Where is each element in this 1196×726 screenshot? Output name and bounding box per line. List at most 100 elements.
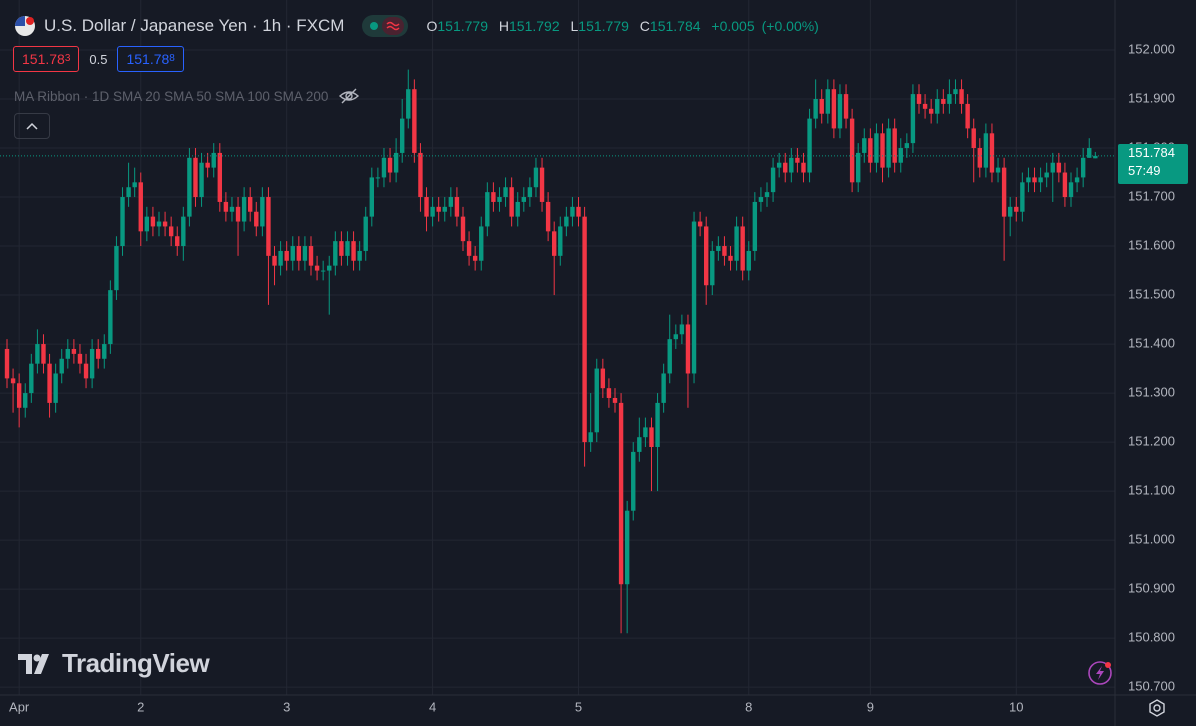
x-tick-label: 3	[283, 699, 290, 714]
candle-body	[606, 388, 612, 398]
candle-body	[412, 89, 417, 153]
logo-text: TradingView	[62, 648, 210, 678]
candle-body	[102, 344, 107, 359]
x-tick-label: 2	[137, 699, 144, 714]
candle-body	[673, 334, 678, 340]
ohlc-value: 151.792	[509, 18, 560, 34]
candle-body	[910, 94, 916, 144]
candle-body	[533, 167, 539, 188]
candle-body	[1044, 172, 1049, 178]
candle-body	[874, 133, 879, 163]
hide-icon[interactable]	[338, 87, 360, 105]
candle-body	[862, 138, 867, 153]
candle-body	[624, 510, 630, 585]
candle-body	[71, 348, 77, 354]
y-tick-label: 150.800	[1128, 630, 1175, 645]
candle-body	[16, 383, 22, 408]
candle-body	[558, 226, 563, 256]
candle-body	[685, 324, 691, 374]
x-tick-label: Apr	[9, 699, 30, 714]
candle-body	[35, 344, 40, 364]
ohlc-label: L	[570, 18, 579, 34]
buy-price: 151.78	[126, 51, 170, 67]
indicator-name[interactable]: MA Ribbon · 1D SMA 20 SMA 50 SMA 100 SMA…	[14, 88, 329, 104]
candle-body	[254, 211, 259, 227]
candle-body	[1080, 157, 1086, 178]
candle-body	[47, 363, 52, 403]
candle-body	[1001, 167, 1007, 217]
candle-body	[290, 246, 295, 261]
candle-body	[10, 378, 16, 384]
candle-body	[77, 353, 83, 364]
candle-body	[168, 226, 174, 237]
candle-body	[491, 192, 496, 202]
candle-body	[612, 397, 618, 403]
candle-body	[989, 133, 995, 173]
candle-body	[667, 339, 672, 374]
candle-body	[223, 201, 229, 212]
x-tick-label: 8	[745, 699, 752, 714]
candle-body	[904, 143, 910, 149]
ohlc-value: 151.784	[649, 18, 701, 34]
candle-body	[935, 99, 940, 114]
buy-button[interactable]: 151.788	[117, 46, 184, 72]
indicator-legend: MA Ribbon · 1D SMA 20 SMA 50 SMA 100 SMA…	[14, 87, 360, 105]
last-price-tag: 151.784 57:49	[1118, 144, 1188, 184]
candle-body	[260, 197, 265, 227]
candle-body	[527, 187, 533, 198]
candle-body	[661, 373, 666, 403]
candle-body	[600, 368, 606, 389]
candle-body	[722, 246, 727, 256]
candle-body	[41, 344, 46, 364]
candle-body	[1093, 155, 1098, 159]
candle-body	[637, 437, 642, 452]
sell-button[interactable]: 151.783	[13, 46, 80, 72]
candle-body	[205, 162, 210, 168]
candle-body	[333, 241, 338, 266]
candle-body	[132, 182, 137, 188]
candle-body	[515, 201, 520, 217]
candle-body	[302, 246, 308, 261]
candle-body	[716, 246, 721, 251]
candle-body	[576, 206, 581, 217]
candle-body	[807, 118, 812, 173]
candle-body	[995, 167, 1001, 173]
candle-body	[448, 197, 454, 207]
candle-body	[947, 94, 952, 104]
candle-body	[138, 182, 143, 232]
alert-icon[interactable]	[1086, 658, 1116, 688]
candle-body	[375, 177, 381, 179]
candle-body	[108, 290, 113, 345]
candle-body	[181, 216, 186, 247]
candle-body	[199, 162, 204, 198]
x-tick-label: 9	[867, 699, 874, 714]
candle-body	[4, 348, 10, 379]
candle-body	[29, 363, 34, 394]
candle-body	[175, 236, 180, 247]
candle-body	[345, 241, 350, 256]
y-tick-label: 152.000	[1128, 41, 1175, 56]
status-pill[interactable]	[362, 15, 409, 37]
candle-body	[59, 358, 64, 374]
candle-body	[813, 99, 818, 119]
collapse-button[interactable]	[14, 113, 50, 139]
settings-icon[interactable]	[1145, 697, 1169, 721]
candle-body	[1074, 177, 1080, 183]
candle-body	[552, 231, 557, 256]
change: +0.005	[711, 18, 755, 34]
ohlc-label: C	[639, 18, 650, 34]
candle-body	[278, 250, 283, 266]
candle-body	[96, 348, 101, 359]
candle-body	[977, 148, 982, 168]
y-tick-label: 151.000	[1128, 532, 1175, 547]
candle-body	[643, 427, 648, 438]
candle-body	[454, 197, 460, 217]
candle-body	[497, 197, 502, 202]
flag-icon	[15, 16, 35, 36]
candle-body	[1014, 206, 1019, 212]
candle-body	[1008, 206, 1013, 217]
candle-body	[1062, 172, 1068, 198]
symbol-title[interactable]: U.S. Dollar / Japanese Yen · 1h · FXCM	[44, 16, 345, 35]
header: U.S. Dollar / Japanese Yen · 1h · FXCM O…	[14, 12, 826, 40]
candle-body	[211, 152, 216, 168]
